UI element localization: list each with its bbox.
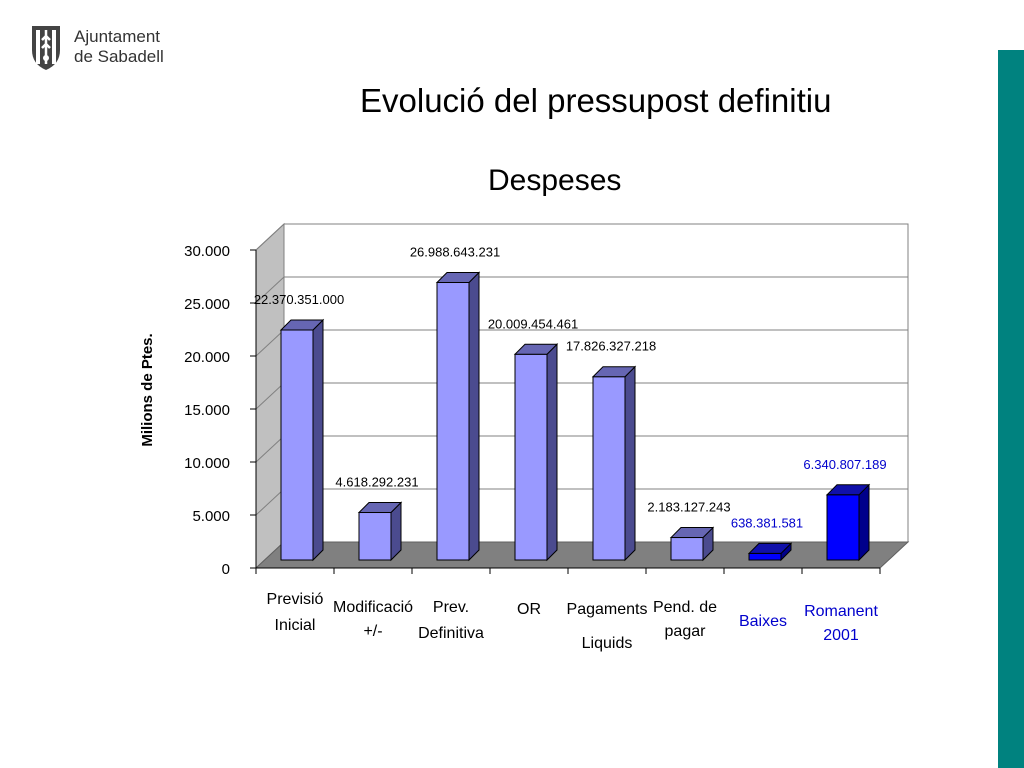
x-tick-label: Romanent xyxy=(804,603,878,620)
gridline-side xyxy=(255,382,285,410)
bar-top xyxy=(513,343,559,355)
y-tick-label: 15.000 xyxy=(184,402,230,419)
x-tick-label: Prev. xyxy=(433,599,469,616)
logo-line-1: Ajuntament xyxy=(74,27,160,46)
logo-line-2: de Sabadell xyxy=(74,47,164,66)
bar-side xyxy=(624,365,636,562)
gridline-side xyxy=(255,276,285,304)
bar-top xyxy=(357,502,403,514)
x-tick-label: 2001 xyxy=(823,627,859,644)
data-label: 26.988.643.231 xyxy=(410,245,500,260)
chart-title: Despeses xyxy=(488,164,622,197)
bar xyxy=(826,494,860,561)
bar-top xyxy=(747,542,793,554)
y-tick-label: 10.000 xyxy=(184,455,230,472)
bar-side xyxy=(312,318,324,562)
bar xyxy=(280,329,314,561)
y-tick-label: 30.000 xyxy=(184,243,230,260)
bar-side xyxy=(858,483,870,562)
plot-floor xyxy=(254,541,910,569)
y-axis-label: Milions de Ptes. xyxy=(139,333,156,446)
data-label: 22.370.351.000 xyxy=(254,292,344,307)
bar-top xyxy=(591,366,637,378)
x-tick-label: Pagaments xyxy=(567,601,648,618)
data-label: 17.826.327.218 xyxy=(566,339,656,354)
gridline-side xyxy=(255,488,285,516)
x-tick-label: Pend. de xyxy=(653,599,717,616)
x-tick-label: +/- xyxy=(363,623,382,640)
x-tick-label: Baixes xyxy=(739,613,787,630)
x-tick-label: Previsió xyxy=(267,591,324,608)
sabadell-coat-of-arms-icon xyxy=(32,26,60,70)
bar-top xyxy=(825,484,871,496)
data-label: 20.009.454.461 xyxy=(488,316,578,331)
x-tick-label: Liquids xyxy=(582,635,633,652)
data-label: 638.381.581 xyxy=(731,515,803,530)
y-tick-label: 25.000 xyxy=(184,296,230,313)
bar-top xyxy=(435,272,481,284)
bar-top xyxy=(669,527,715,539)
data-label: 2.183.127.243 xyxy=(647,500,730,515)
bar xyxy=(592,376,626,561)
logo: Ajuntament de Sabadell xyxy=(28,24,164,72)
bar xyxy=(748,552,782,561)
bar xyxy=(514,353,548,561)
bar xyxy=(358,512,392,561)
x-tick-label: Inicial xyxy=(275,617,316,634)
y-tick-label: 0 xyxy=(222,561,230,578)
y-tick-label: 20.000 xyxy=(184,349,230,366)
bar-side xyxy=(468,271,480,562)
bar xyxy=(436,282,470,561)
x-tick-label: Modificació xyxy=(333,599,413,616)
gridline-side xyxy=(255,329,285,357)
x-tick-label: Definitiva xyxy=(418,625,484,642)
x-tick-label: pagar xyxy=(665,623,707,640)
y-tick-label: 5.000 xyxy=(192,508,230,525)
data-label: 6.340.807.189 xyxy=(803,457,886,472)
gridline-side xyxy=(255,223,285,251)
data-label: 4.618.292.231 xyxy=(335,475,418,490)
accent-side-bar xyxy=(998,50,1024,768)
bar-top xyxy=(279,319,325,331)
gridline-side xyxy=(255,435,285,463)
page-title: Evolució del pressupost definitiu xyxy=(360,82,832,119)
bar-side xyxy=(546,343,558,562)
x-tick-label: OR xyxy=(517,601,541,618)
bar xyxy=(670,537,704,561)
